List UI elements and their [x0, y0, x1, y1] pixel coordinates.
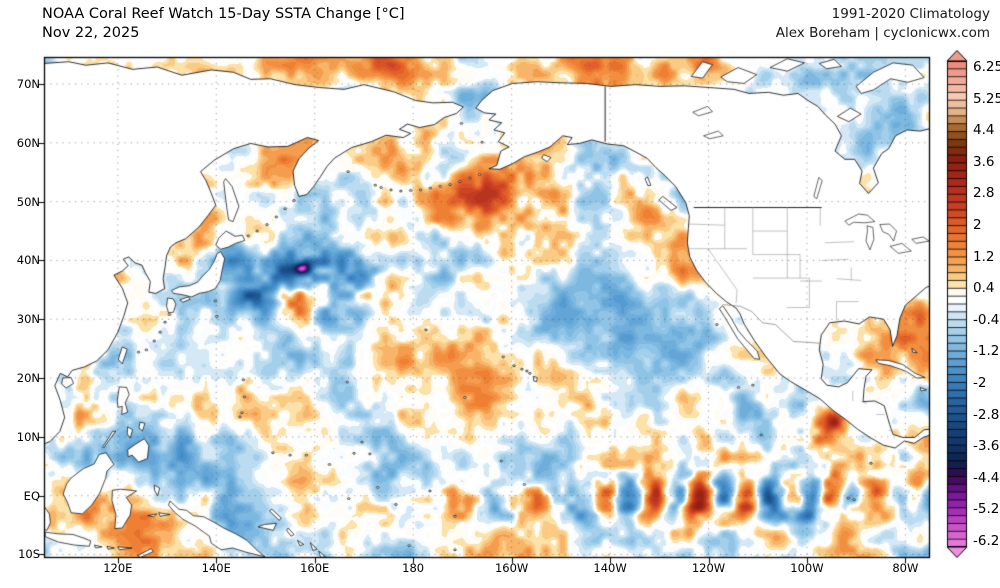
colorbar-tick-label: 6.25: [973, 59, 1000, 75]
lat-tick-label: EQ: [23, 488, 40, 503]
map-date: Nov 22, 2025: [42, 25, 140, 41]
lat-tick-label: 60N: [16, 135, 40, 150]
lat-tick-label: 70N: [16, 77, 40, 92]
colorbar-tick-label: 2: [973, 217, 982, 233]
page-title: NOAA Coral Reef Watch 15-Day SSTA Change…: [42, 6, 405, 22]
author-credit: Alex Boreham | cyclonicwx.com: [775, 25, 990, 41]
colorbar-tick-label: 3.6: [973, 153, 995, 170]
colorbar-tick-label: 2.8: [973, 185, 995, 202]
lon-tick-label: 160W: [494, 561, 529, 575]
lat-tick-label: 10S: [18, 547, 40, 562]
title-block: NOAA Coral Reef Watch 15-Day SSTA Change…: [42, 5, 404, 43]
lat-tick-label: 10N: [16, 429, 40, 444]
colorbar-tick-label: 5.25: [973, 90, 1000, 107]
lon-tick-label: 100W: [790, 561, 824, 575]
lat-tick-label: 50N: [16, 194, 40, 209]
colorbar-tick-label: -0.4: [973, 311, 1000, 328]
lon-tick-label: 160E: [300, 561, 330, 575]
lon-tick-label: 120E: [103, 561, 133, 575]
colorbar-tick-label: 0.4: [973, 280, 995, 297]
lon-tick-label: 140E: [201, 561, 231, 575]
colorbar-tick-label: 1.2: [973, 248, 995, 265]
climatology-label: 1991-2020 Climatology: [831, 6, 990, 22]
colorbar-tick-label: -4.4: [973, 469, 1000, 486]
lon-tick-label: 80W: [892, 561, 919, 575]
colorbar-tick-label: -2.8: [973, 406, 1000, 423]
lon-tick-label: 120W: [691, 561, 726, 575]
colorbar-tick-label: 4.4: [973, 122, 995, 139]
lon-tick-label: 140W: [593, 561, 627, 575]
colorbar-tick-label: -6.25: [973, 533, 1000, 549]
colorbar-tick-label: -3.6: [973, 438, 1000, 455]
credit-block: 1991-2020 Climatology Alex Boreham | cyc…: [776, 5, 990, 43]
lon-tick-label: 180: [402, 561, 425, 575]
colorbar-tick-label: -1.2: [973, 343, 1000, 360]
lat-tick-label: 30N: [16, 312, 40, 327]
colorbar-tick-label: -5.25: [973, 501, 1000, 518]
lat-tick-label: 40N: [16, 253, 40, 268]
lat-tick-label: 20N: [16, 371, 40, 386]
colorbar-tick-label: -2: [973, 375, 987, 391]
